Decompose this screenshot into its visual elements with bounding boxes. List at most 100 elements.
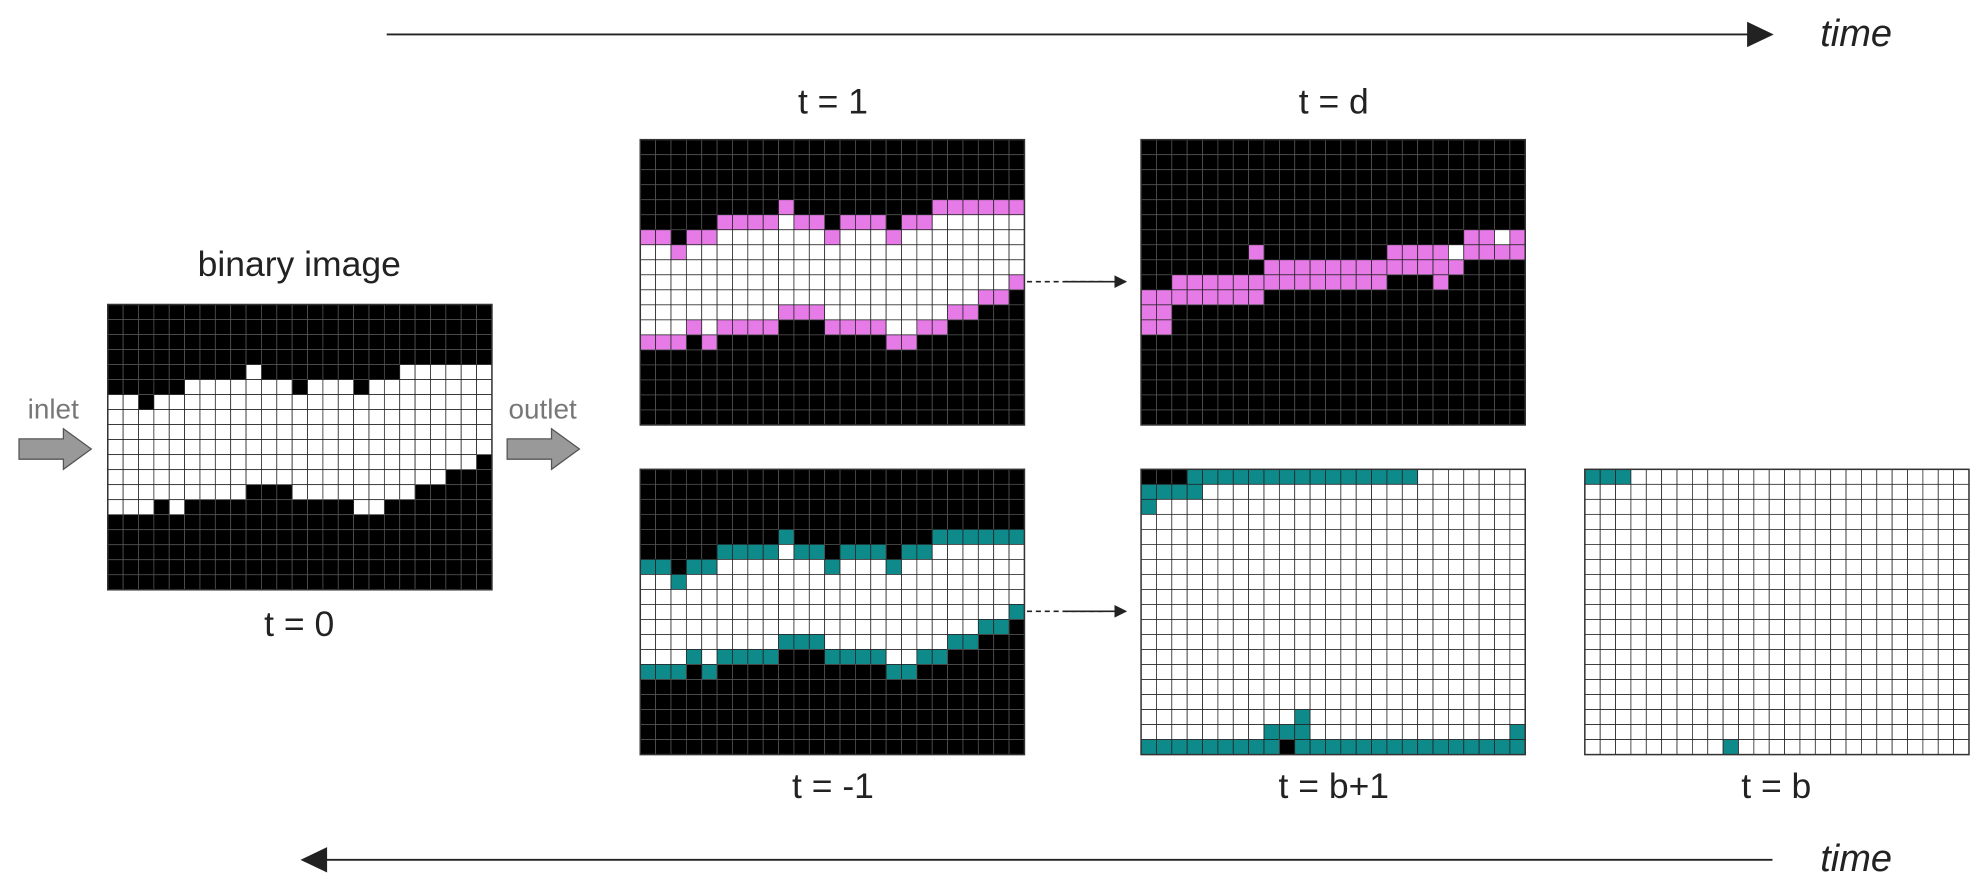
grid-cell (1278, 528, 1296, 545)
grid-cell (1876, 664, 1893, 680)
grid-cell (824, 498, 841, 515)
grid-cell (685, 664, 703, 680)
grid-cell (1171, 739, 1188, 755)
grid-cell (1753, 468, 1770, 485)
grid-cell (762, 184, 779, 201)
grid-cell (855, 334, 872, 351)
grid-cell (138, 484, 155, 501)
grid-cell (1907, 559, 1924, 575)
grid-cell (261, 424, 278, 441)
grid-cell (1953, 709, 1970, 725)
grid-cell (1676, 679, 1693, 695)
grid-cell (1156, 513, 1173, 530)
grid-cell (655, 709, 672, 725)
grid-cell (430, 454, 447, 471)
grid-cell (1907, 634, 1924, 650)
grid-cell (1599, 574, 1616, 590)
grid-cell (1171, 154, 1188, 171)
grid-cell (716, 724, 733, 740)
grid-cell (839, 679, 856, 695)
grid-cell (184, 319, 201, 335)
grid-cell (1937, 544, 1954, 560)
grid-cell (245, 334, 262, 350)
grid-cell (1371, 244, 1388, 261)
grid-cell (1325, 394, 1342, 411)
grid-cell (322, 424, 339, 441)
grid-cell (1463, 289, 1480, 306)
grid-cell (1784, 619, 1801, 635)
grid-cell (1799, 513, 1816, 530)
grid-cell (1171, 483, 1188, 500)
grid-cell (1891, 694, 1908, 710)
grid-cell (261, 574, 278, 591)
grid-cell (1907, 679, 1924, 695)
grid-cell (1463, 364, 1480, 381)
grid-cell (1509, 694, 1526, 710)
grid-cell (993, 679, 1010, 695)
grid-cell (245, 394, 262, 410)
grid-cell (808, 574, 826, 590)
grid-cell (1217, 139, 1234, 156)
grid-cell (1448, 289, 1465, 306)
grid-cell (1509, 229, 1526, 246)
grid-cell (1448, 559, 1465, 575)
grid-cell (1156, 349, 1173, 366)
grid-cell (716, 349, 733, 366)
grid-cell (1278, 229, 1296, 246)
grid-cell (276, 379, 293, 395)
grid-cell (1845, 649, 1862, 665)
grid-cell (1432, 289, 1449, 306)
grid-cell (1661, 544, 1678, 560)
grid-cell (414, 514, 431, 531)
grid-cell (716, 513, 733, 530)
grid-cell (445, 304, 462, 320)
grid-cell (885, 513, 902, 530)
grid-cell (153, 424, 170, 441)
grid-cell (885, 739, 902, 755)
grid-cell (1355, 739, 1372, 755)
grid-cell (261, 379, 278, 395)
grid-cell (1008, 483, 1025, 500)
grid-cell (107, 559, 124, 576)
grid-cell (1630, 679, 1647, 695)
grid-cell (1186, 679, 1203, 695)
grid-cell (1768, 679, 1785, 695)
grid-cell (1661, 528, 1678, 545)
grid-cell (1294, 349, 1311, 366)
grid-cell (1722, 679, 1739, 695)
grid-cell (1386, 184, 1403, 201)
grid-cell (322, 484, 339, 501)
grid-cell (1263, 664, 1280, 680)
grid-cell (639, 664, 657, 680)
grid-cell (476, 499, 493, 516)
grid-cell (1876, 483, 1893, 500)
grid-cell (916, 184, 933, 201)
grid-cell (1263, 274, 1280, 291)
grid-cell (870, 634, 887, 650)
grid-cell (1463, 349, 1480, 366)
grid-cell (701, 394, 718, 411)
grid-cell (1371, 649, 1388, 665)
grid-cell (1509, 409, 1526, 426)
grid-cell (839, 724, 856, 740)
grid-cell (1232, 544, 1250, 560)
grid-cell (1494, 619, 1511, 635)
grid-cell (276, 304, 293, 320)
grid-cell (747, 619, 764, 635)
grid-cell (916, 244, 933, 261)
grid-cell (977, 364, 995, 381)
grid-cell (732, 528, 749, 545)
grid-cell (1278, 334, 1296, 351)
grid-cell (1417, 409, 1434, 426)
grid-cell (1140, 349, 1157, 366)
grid-cell (353, 394, 370, 410)
grid-cell (199, 364, 216, 380)
grid-cell (685, 229, 703, 246)
grid-cell (1478, 334, 1495, 351)
grid-cell (1953, 679, 1970, 695)
grid-cell (762, 513, 779, 530)
grid-cell (1171, 259, 1188, 276)
grid-cell (977, 664, 995, 680)
grid-cell (685, 513, 703, 530)
